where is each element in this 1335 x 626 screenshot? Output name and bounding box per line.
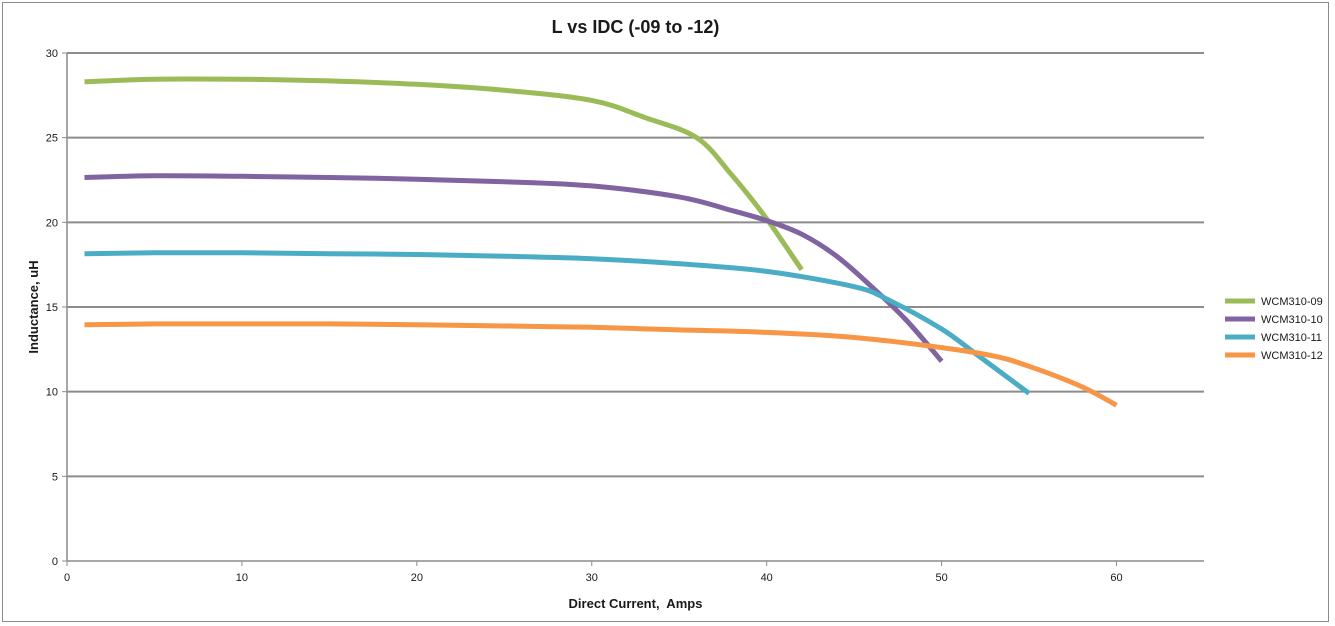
x-tick-label-4: 40 [761, 572, 773, 584]
y-tick-label-0: 0 [52, 556, 58, 568]
x-tick-label-6: 60 [1110, 572, 1122, 584]
y-tick-label-5: 25 [46, 133, 58, 145]
x-tick-label-5: 50 [935, 572, 947, 584]
legend-label-wcm310-09: WCM310-09 [1261, 296, 1323, 308]
legend-label-wcm310-11: WCM310-11 [1261, 332, 1322, 344]
series-line-wcm310-09 [84, 76, 804, 272]
y-tick-label-3: 15 [46, 302, 58, 314]
x-tick-label-1: 10 [236, 572, 248, 584]
x-tick-label-3: 30 [586, 572, 598, 584]
y-tick-label-4: 20 [46, 217, 58, 229]
y-tick-label-6: 30 [46, 48, 58, 60]
y-tick-label-1: 5 [52, 471, 58, 483]
y-axis-title: Inductance, uH [26, 260, 41, 353]
legend-label-wcm310-12: WCM310-12 [1261, 350, 1323, 362]
series-line-wcm310-12 [84, 321, 1118, 408]
legend-label-wcm310-10: WCM310-10 [1261, 314, 1323, 326]
x-tick-label-2: 20 [411, 572, 423, 584]
chart-title: L vs IDC (-09 to -12) [552, 17, 720, 37]
x-tick-label-0: 0 [64, 572, 70, 584]
line-chart: 0 5 10 15 20 25 30 0 10 20 30 40 50 60 L vs IDC (-09 t… [26, 17, 1323, 611]
series-line-wcm310-10 [84, 173, 944, 363]
series-line-wcm310-11 [84, 250, 1031, 396]
x-axis-title: Direct Current, Amps [569, 596, 703, 611]
y-tick-label-2: 10 [46, 387, 58, 399]
